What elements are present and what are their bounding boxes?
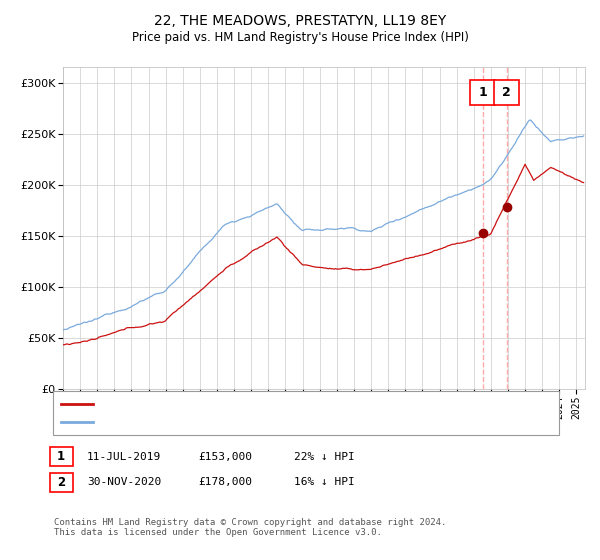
Text: 11-JUL-2019: 11-JUL-2019 xyxy=(87,452,161,462)
Text: HPI: Average price, detached house, Denbighshire: HPI: Average price, detached house, Denb… xyxy=(99,417,381,427)
Text: £178,000: £178,000 xyxy=(198,477,252,487)
Text: 22% ↓ HPI: 22% ↓ HPI xyxy=(294,452,355,462)
Text: £153,000: £153,000 xyxy=(198,452,252,462)
Text: Price paid vs. HM Land Registry's House Price Index (HPI): Price paid vs. HM Land Registry's House … xyxy=(131,31,469,44)
Text: 1: 1 xyxy=(478,86,487,99)
Text: 1: 1 xyxy=(57,450,65,464)
Text: 22, THE MEADOWS, PRESTATYN, LL19 8EY: 22, THE MEADOWS, PRESTATYN, LL19 8EY xyxy=(154,14,446,28)
Text: 22, THE MEADOWS, PRESTATYN, LL19 8EY (detached house): 22, THE MEADOWS, PRESTATYN, LL19 8EY (de… xyxy=(99,399,410,409)
Text: 2: 2 xyxy=(502,86,511,99)
Text: 2: 2 xyxy=(57,475,65,489)
Text: 16% ↓ HPI: 16% ↓ HPI xyxy=(294,477,355,487)
Text: 30-NOV-2020: 30-NOV-2020 xyxy=(87,477,161,487)
Text: Contains HM Land Registry data © Crown copyright and database right 2024.
This d: Contains HM Land Registry data © Crown c… xyxy=(54,518,446,538)
